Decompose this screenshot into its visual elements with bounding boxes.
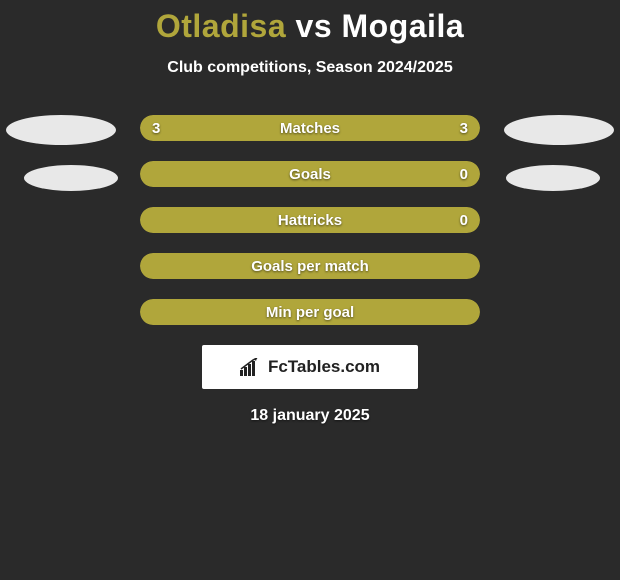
comparison-section: 3 3 Matches 0 Goals 0 Hattricks Goals per match…: [0, 115, 620, 325]
bar-label: Goals per match: [251, 258, 369, 275]
player1-photo-placeholder-top: [6, 115, 116, 145]
bar-label: Matches: [280, 120, 340, 137]
bar-label: Hattricks: [278, 212, 342, 229]
fctables-logo-box: FcTables.com: [202, 345, 418, 389]
chart-bars-icon: [240, 358, 262, 376]
title-player1: Otladisa: [156, 8, 286, 44]
player2-photo-placeholder-top: [504, 115, 614, 145]
bar-label: Goals: [289, 166, 331, 183]
stat-bar-goals_per_match: Goals per match: [140, 253, 480, 279]
bar-value-right: 0: [460, 212, 468, 229]
title-player2: Mogaila: [342, 8, 465, 44]
stat-bar-goals: 0 Goals: [140, 161, 480, 187]
stat-bar-min_per_goal: Min per goal: [140, 299, 480, 325]
stat-bar-matches: 3 3 Matches: [140, 115, 480, 141]
bar-value-right: 3: [460, 120, 468, 137]
page-container: Otladisa vs Mogaila Club competitions, S…: [0, 0, 620, 425]
bar-value-right: 0: [460, 166, 468, 183]
page-title: Otladisa vs Mogaila: [0, 8, 620, 45]
date-text: 18 january 2025: [0, 407, 620, 425]
title-vs: vs: [296, 8, 333, 44]
fctables-logo-text: FcTables.com: [268, 357, 380, 377]
bar-label: Min per goal: [266, 304, 354, 321]
bar-value-left: 3: [152, 120, 160, 137]
player2-photo-placeholder-bottom: [506, 165, 600, 191]
stat-bars: 3 3 Matches 0 Goals 0 Hattricks Goals per match…: [140, 115, 480, 325]
stat-bar-hattricks: 0 Hattricks: [140, 207, 480, 233]
player1-photo-placeholder-bottom: [24, 165, 118, 191]
subtitle: Club competitions, Season 2024/2025: [0, 59, 620, 77]
